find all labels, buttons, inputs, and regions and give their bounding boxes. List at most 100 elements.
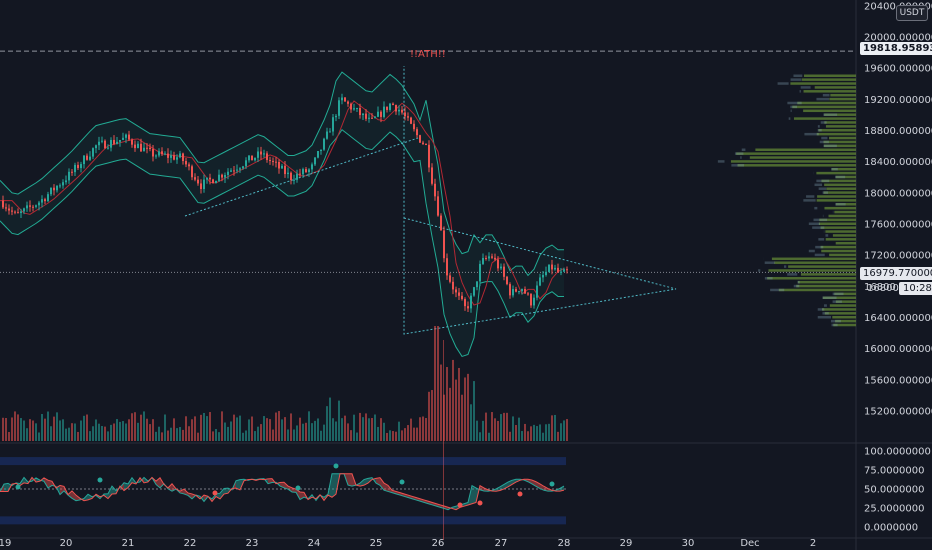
candle-body — [383, 106, 385, 117]
oscillator-fill — [224, 488, 228, 495]
candle-body — [83, 155, 85, 165]
candle-body — [437, 196, 439, 216]
volume-bar — [188, 426, 190, 441]
candle-body — [71, 171, 73, 173]
volume-bar — [158, 426, 160, 441]
price-tick-label: 16400.0000000 — [864, 313, 932, 324]
volume-bar — [500, 414, 502, 441]
time-tick-label: 21 — [122, 538, 135, 549]
candle-body — [161, 151, 163, 155]
volume-bar — [155, 431, 157, 441]
volume-bar — [434, 326, 436, 441]
time-axis: 19 20 21 22 23 24 25 26 27 28 29 30 Dec 2 — [0, 538, 816, 549]
candle-body — [431, 167, 433, 184]
volume-bar — [428, 391, 430, 441]
volume-profile-bar — [816, 132, 856, 136]
volume-profile-bar — [788, 117, 791, 120]
time-tick-label: 29 — [620, 538, 633, 549]
candle-body — [197, 179, 199, 184]
candle-body — [131, 139, 133, 145]
volume-bar — [191, 419, 193, 441]
volume-bar — [326, 406, 328, 441]
volume-profile-bar — [823, 191, 856, 194]
volume-bar — [494, 418, 496, 441]
candle-body — [170, 155, 172, 158]
candle-body — [233, 170, 235, 172]
volume-bar — [98, 423, 100, 441]
candle-body — [395, 104, 397, 112]
volume-bar — [395, 431, 397, 441]
candle-body — [179, 153, 181, 158]
volume-profile-bar — [823, 144, 856, 148]
candle-body — [512, 289, 514, 296]
candle-body — [419, 135, 421, 143]
candle-body — [329, 131, 331, 133]
volume-profile-bar — [826, 187, 856, 190]
volume-bar — [167, 430, 169, 441]
candle-body — [299, 173, 301, 175]
candle-body — [326, 131, 328, 139]
volume-profile-bar — [821, 136, 828, 140]
volume-bar — [140, 414, 142, 441]
volume-profile-bar — [740, 156, 742, 159]
volume-profile-bar — [784, 265, 787, 268]
volume-bar — [251, 416, 253, 441]
candle-body — [551, 264, 553, 270]
volume-profile-bar — [814, 183, 823, 187]
volume-profile-bar — [814, 253, 825, 257]
volume-profile-bar — [792, 105, 856, 109]
candle-body — [401, 109, 403, 113]
volume-bar — [32, 420, 34, 441]
candle-body — [410, 117, 412, 124]
volume-profile-bar — [821, 308, 856, 311]
oscillator-tick-label: 50.0000000 — [864, 485, 924, 496]
candle-body — [239, 168, 241, 170]
candle-body — [17, 212, 19, 214]
volume-bar — [515, 425, 517, 441]
volume-bar — [431, 390, 433, 441]
volume-bar — [224, 422, 226, 441]
volume-bar — [512, 416, 514, 441]
candle-body — [404, 112, 406, 117]
candle-body — [545, 271, 547, 276]
volume-profile-bar — [828, 214, 856, 218]
volume-profile-bar — [835, 241, 856, 245]
volume-bar — [248, 419, 250, 441]
volume-profile-bar — [824, 113, 856, 116]
volume-bar — [290, 413, 292, 441]
volume-bar — [68, 427, 70, 441]
volume-bar — [212, 431, 214, 441]
volume-profile-bar — [816, 171, 856, 175]
price-tick-label: 19200.0000000 — [864, 95, 932, 106]
volume-profile-bar — [801, 78, 856, 81]
volume-bar — [470, 404, 472, 441]
volume-bar — [56, 412, 58, 441]
cross-marker — [15, 484, 21, 490]
candle-body — [248, 155, 250, 161]
volume-bar — [245, 430, 247, 441]
oscillator-tick-label: 0.0000000 — [864, 523, 918, 534]
volume-bar — [47, 411, 49, 441]
volume-bar — [41, 414, 43, 441]
candle-body — [218, 174, 220, 181]
candle-body — [26, 205, 28, 209]
candle-body — [323, 138, 325, 150]
volume-profile-bar — [824, 206, 856, 210]
currency-badge[interactable]: USDT — [896, 5, 928, 21]
volume-bar — [383, 422, 385, 441]
candle-body — [539, 277, 541, 286]
time-tick-label: 27 — [495, 538, 508, 549]
volume-bar — [485, 412, 487, 441]
volume-bar — [311, 423, 313, 441]
oscillator-fill — [380, 477, 384, 491]
oscillator-fill — [400, 492, 404, 497]
candle-body — [365, 113, 367, 119]
price-tick-label: 15600.0000000 — [864, 375, 932, 386]
volume-bar — [2, 417, 4, 441]
volume-bar — [143, 411, 145, 441]
candle-body — [98, 141, 100, 146]
candle-body — [518, 291, 520, 293]
candle-body — [515, 289, 517, 292]
